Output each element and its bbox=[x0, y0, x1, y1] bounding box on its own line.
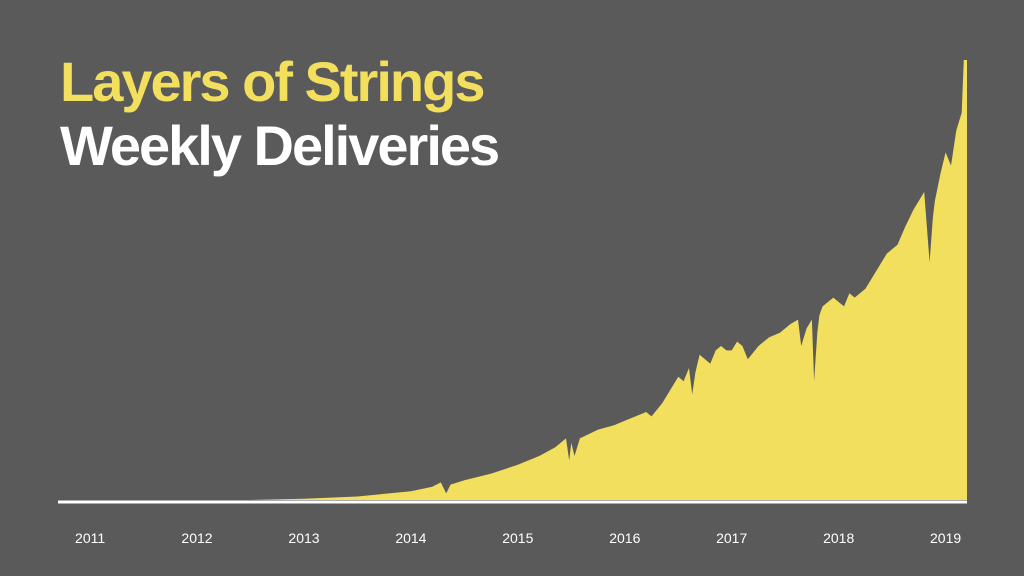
x-tick-label-2013: 2013 bbox=[288, 530, 319, 546]
x-tick-label-2019: 2019 bbox=[930, 530, 961, 546]
x-tick-label-2016: 2016 bbox=[609, 530, 640, 546]
x-tick-label-2012: 2012 bbox=[181, 530, 212, 546]
title-block: Layers of Strings Weekly Deliveries bbox=[60, 50, 500, 178]
chart-title: Layers of Strings bbox=[60, 50, 485, 113]
x-tick-label-2014: 2014 bbox=[395, 530, 426, 546]
x-tick-label-2015: 2015 bbox=[502, 530, 533, 546]
x-tick-label-2017: 2017 bbox=[716, 530, 747, 546]
area-series-0 bbox=[58, 60, 967, 500]
x-tick-label-2011: 2011 bbox=[75, 530, 105, 546]
chart-subtitle: Weekly Deliveries bbox=[60, 114, 500, 177]
x-tick-label-2018: 2018 bbox=[823, 530, 854, 546]
